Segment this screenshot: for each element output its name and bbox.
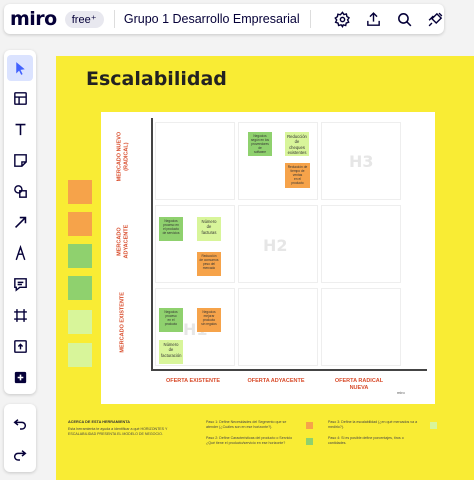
about-title: ACERCA DE ESTA HERRAMIENTA — [68, 420, 131, 424]
sticky-note[interactable]: Negocios proceso en el producto — [159, 308, 183, 332]
history-toolbar — [4, 404, 36, 472]
text-tool-icon[interactable] — [7, 116, 33, 142]
legend-note-orange[interactable] — [68, 180, 92, 204]
search-icon[interactable] — [396, 9, 413, 29]
legend-note-green[interactable] — [68, 244, 92, 268]
board-title[interactable]: Grupo 1 Desarrollo Empresarial — [123, 12, 300, 26]
x-axis — [151, 369, 427, 371]
row-label-existente: MERCADO EXISTENTE — [119, 292, 126, 353]
escalabilidad-frame[interactable]: Escalabilidad MERCADO NUEVO (RADICAL) ME… — [56, 56, 474, 480]
sticky-note[interactable]: Reducción de tiempo de ventas en el prod… — [285, 163, 310, 188]
settings-icon[interactable] — [334, 9, 351, 29]
col-label-adyacente: OFERTA ADYACENTE — [247, 378, 305, 384]
select-cursor-icon[interactable] — [7, 55, 33, 81]
frame-icon[interactable] — [7, 302, 33, 328]
upload-icon[interactable] — [7, 333, 33, 359]
step-2-color — [306, 438, 313, 445]
row-label-nuevo: MERCADO NUEVO (RADICAL) — [116, 131, 129, 182]
sticky-note[interactable]: Reducción de cheques existentes — [285, 132, 309, 156]
plan-badge[interactable]: free⁺ — [64, 10, 104, 28]
sticky-note[interactable]: Negocios según en los proveedores de sof… — [248, 132, 272, 156]
legend-note-light-green[interactable] — [68, 310, 92, 334]
step-2-text: Paso 2: Define Características del produ… — [206, 436, 293, 445]
col-label-existente: OFERTA EXISTENTE — [165, 378, 221, 384]
miro-logo[interactable]: miro — [10, 8, 57, 30]
horizon-label-h3: H3 — [349, 152, 374, 171]
step-1-color — [306, 422, 313, 429]
grid-cell[interactable] — [155, 122, 235, 200]
col-label-radical: OFERTA RADICAL NUEVA — [334, 378, 384, 391]
redo-icon[interactable] — [7, 441, 33, 467]
grid-cell[interactable] — [238, 288, 318, 366]
grid-cell[interactable] — [321, 122, 401, 200]
shapes-icon[interactable] — [7, 178, 33, 204]
undo-icon[interactable] — [7, 410, 33, 436]
legend-note-light-green[interactable] — [68, 343, 92, 367]
step-1-text: Paso 1: Define Necesidades del Segmento … — [206, 420, 287, 429]
arrow-connector-icon[interactable] — [7, 209, 33, 235]
more-apps-icon[interactable] — [7, 364, 33, 390]
sticky-note[interactable]: Negocios mejorar producto sin regalos — [197, 308, 221, 332]
horizons-matrix[interactable]: MERCADO NUEVO (RADICAL) MERCADO ADYACENT… — [101, 112, 435, 404]
legend-note-orange[interactable] — [68, 212, 92, 236]
integrations-plug-icon[interactable] — [427, 9, 444, 29]
horizon-label-h2: H2 — [263, 236, 288, 255]
y-axis — [151, 118, 153, 370]
grid-cell[interactable] — [238, 205, 318, 283]
left-toolbar — [4, 50, 36, 394]
sticky-note[interactable]: Número de facturación — [159, 340, 183, 364]
comment-icon[interactable] — [7, 271, 33, 297]
grid-cell[interactable] — [321, 205, 401, 283]
frame-title[interactable]: Escalabilidad — [86, 68, 227, 90]
legend-note-green[interactable] — [68, 276, 92, 300]
sticky-note-icon[interactable] — [7, 147, 33, 173]
step-3-text: Paso 3: Define la escalabilidad (¿en qué… — [328, 420, 418, 429]
sticky-note[interactable]: Negocios proceso en el producto de servi… — [159, 217, 183, 241]
about-text: Esta herramienta te ayuda a identificar … — [68, 427, 168, 436]
sticky-note[interactable]: Número de facturas — [197, 217, 221, 241]
top-bar: miro free⁺ Grupo 1 Desarrollo Empresaria… — [4, 4, 444, 34]
grid-cell[interactable] — [321, 288, 401, 366]
miro-watermark: miro — [397, 390, 405, 395]
pen-draw-icon[interactable] — [7, 240, 33, 266]
templates-icon[interactable] — [7, 85, 33, 111]
step-4-text: Paso 4: Si es posible define porcentajes… — [328, 436, 404, 445]
share-upload-icon[interactable] — [365, 9, 382, 29]
row-label-adyacente: MERCADO ADYACENTE — [116, 224, 129, 259]
sticky-note[interactable]: Reducción de consumos peso del mercado — [197, 252, 221, 276]
step-3-color — [430, 422, 437, 429]
